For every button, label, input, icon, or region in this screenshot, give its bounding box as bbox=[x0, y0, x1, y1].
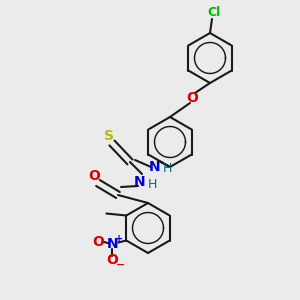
Text: H: H bbox=[162, 163, 172, 176]
Text: O: O bbox=[88, 169, 100, 183]
Text: O: O bbox=[186, 91, 198, 105]
Text: O: O bbox=[106, 254, 118, 268]
Text: Cl: Cl bbox=[207, 7, 220, 20]
Text: H: H bbox=[147, 178, 157, 190]
Text: −: − bbox=[116, 260, 125, 269]
Text: S: S bbox=[104, 129, 114, 143]
Text: N: N bbox=[134, 175, 146, 189]
Text: +: + bbox=[115, 233, 123, 244]
Text: N: N bbox=[106, 238, 118, 251]
Text: N: N bbox=[149, 160, 161, 174]
Text: O: O bbox=[92, 235, 104, 248]
